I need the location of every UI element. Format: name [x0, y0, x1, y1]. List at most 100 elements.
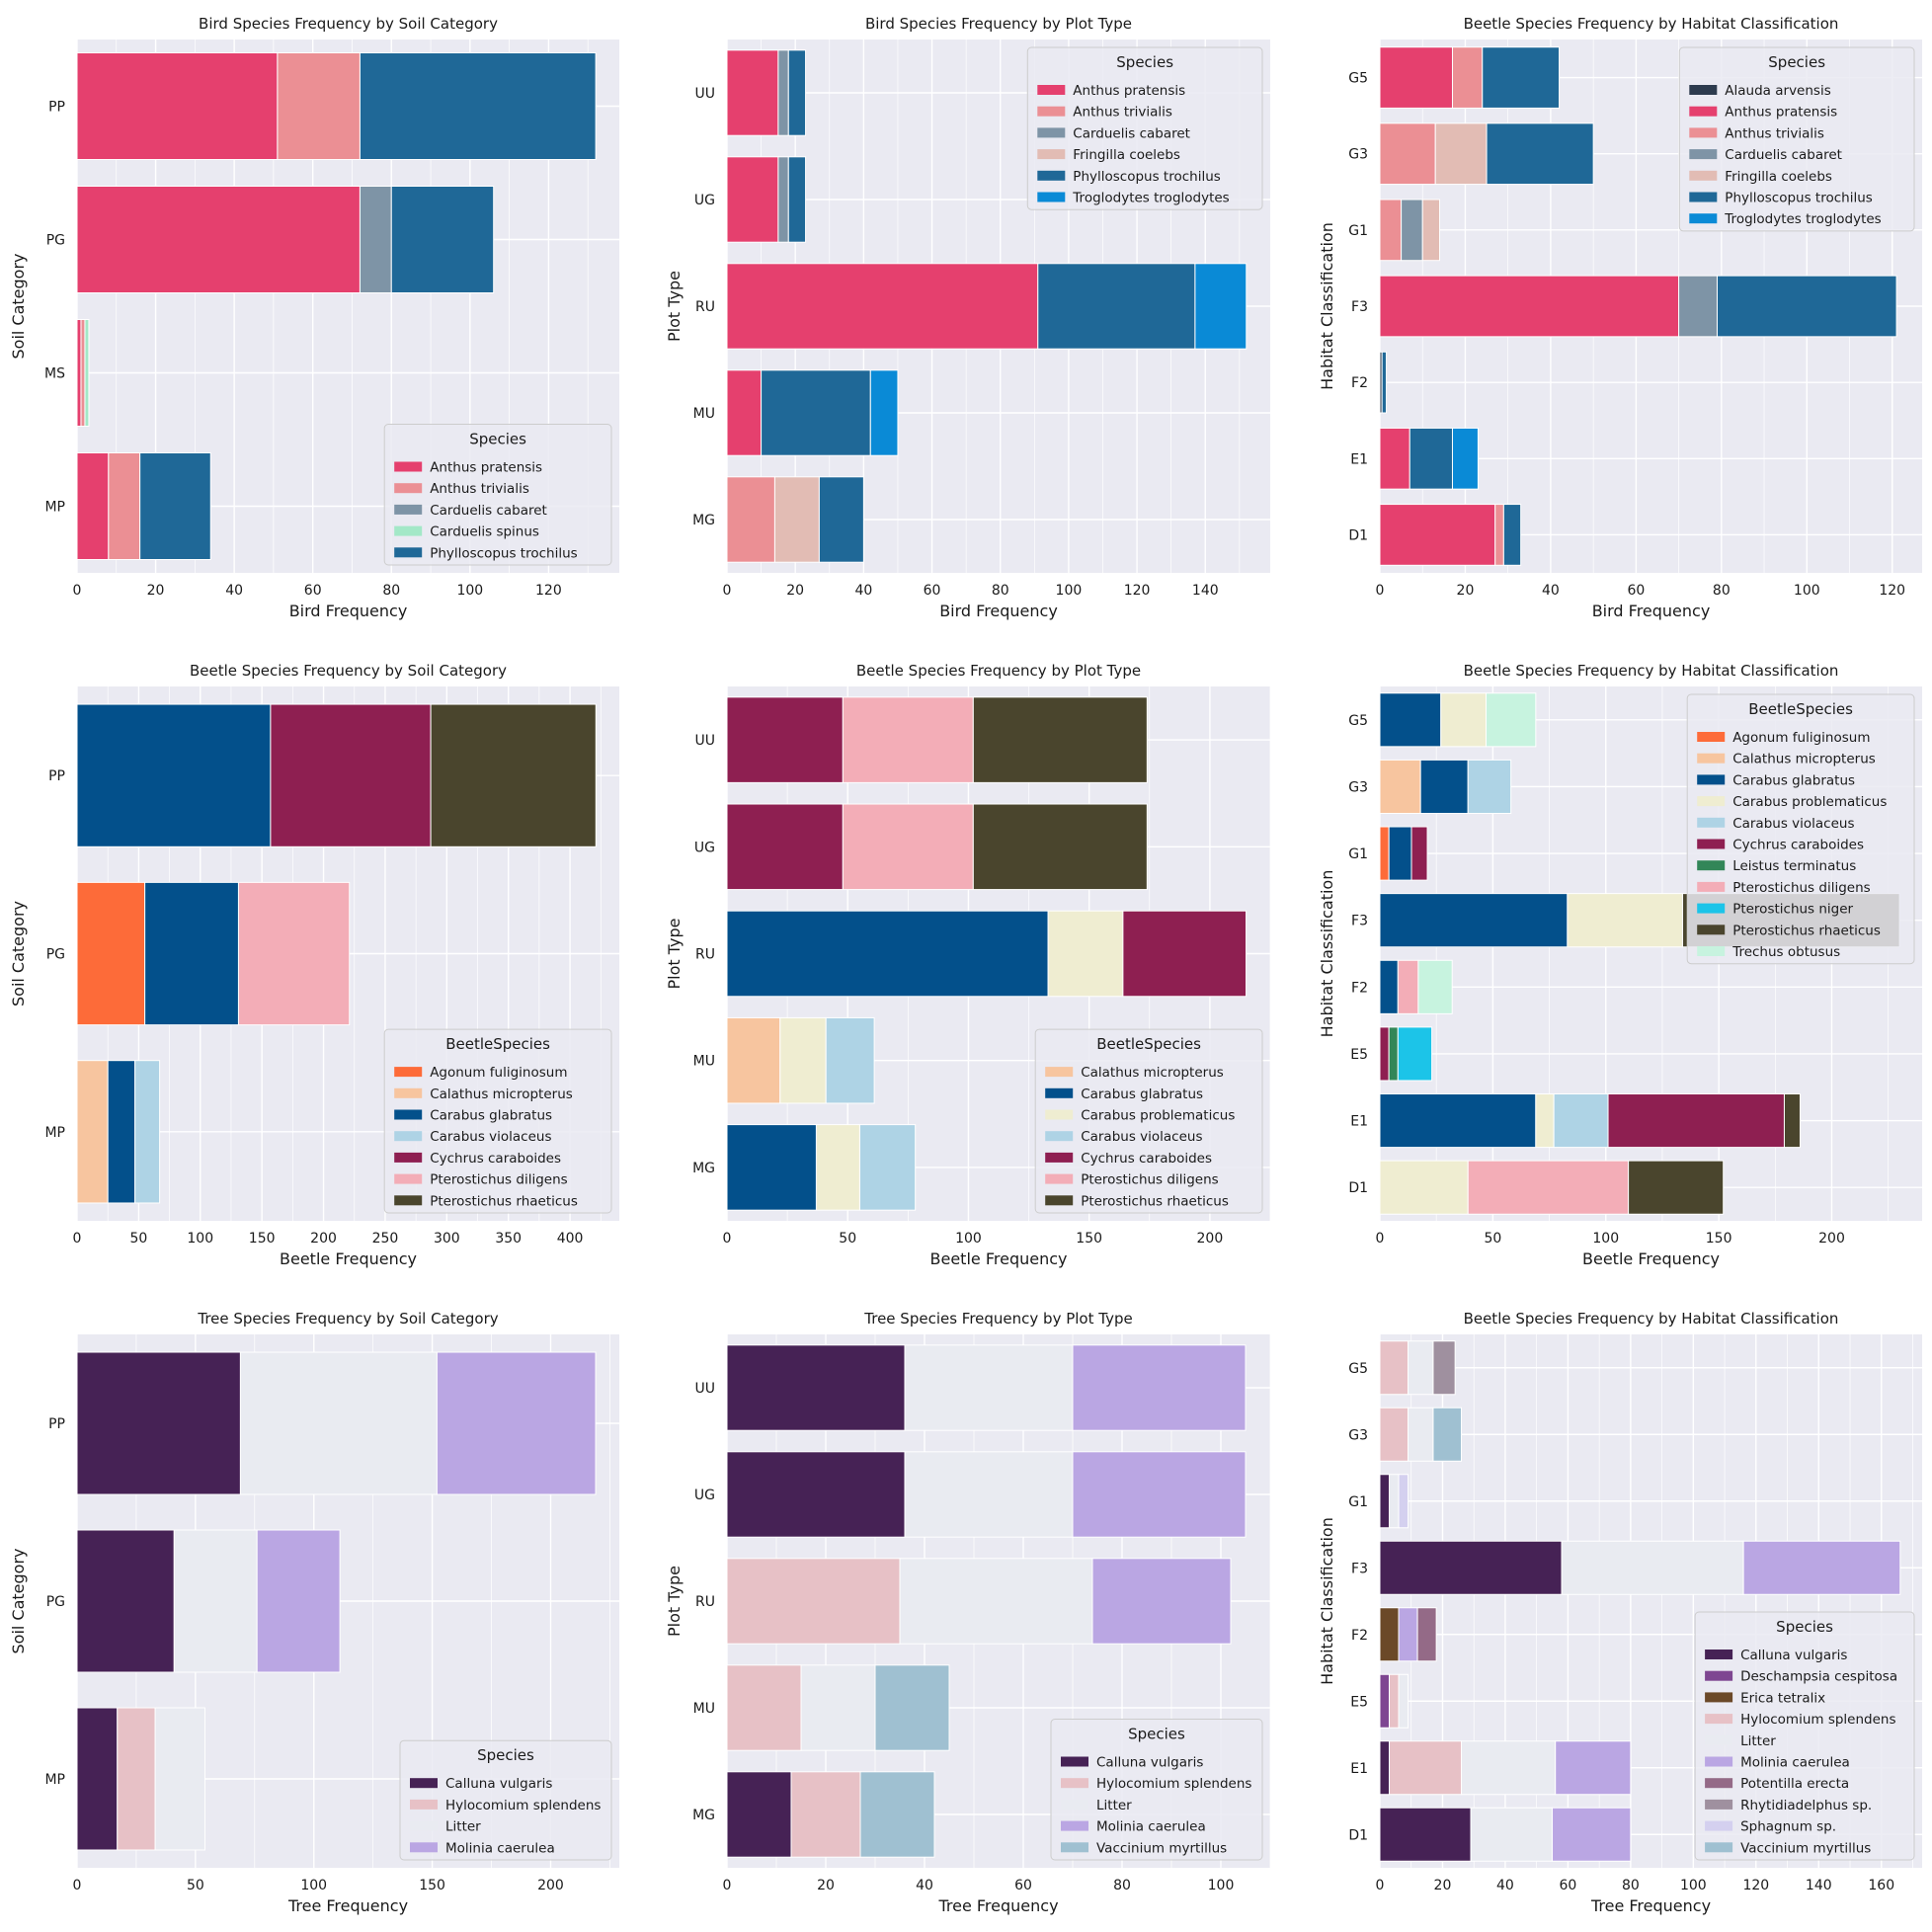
legend-box — [399, 1739, 612, 1861]
legend-box — [383, 424, 612, 566]
bar-carduelis-cabaret-ug — [777, 156, 789, 243]
bar-anthus-pratensis-pg — [76, 186, 361, 293]
bar-calluna-vulgaris-g1 — [1379, 1474, 1391, 1529]
bar-anthus-trivialis-ms — [80, 319, 86, 427]
legend-entry: Pterostichus diligens — [1081, 1172, 1218, 1188]
legend-swatch — [1697, 881, 1726, 892]
bar-anthus-trivialis-pp — [277, 52, 361, 160]
y-tick-label: MG — [692, 1808, 715, 1823]
legend-swatch — [410, 1842, 438, 1853]
y-tick-label: MP — [44, 500, 65, 516]
legend: Species Alauda arvensis Anthus pratensis An… — [1678, 46, 1915, 232]
bar-pterostichus-niger-e5 — [1397, 1026, 1433, 1082]
legend-entry: Troglodytes troglodytes — [1072, 191, 1229, 206]
legend-swatch — [1697, 732, 1726, 742]
legend-swatch — [1689, 149, 1718, 160]
y-tick-label: F2 — [1351, 980, 1368, 996]
bar-carabus-glabratus-g5 — [1379, 692, 1442, 748]
legend-entry: Calathus micropterus — [430, 1087, 573, 1102]
bar-hylocomium-splendens-mp — [117, 1707, 156, 1851]
legend-entry: Hylocomium splendens — [445, 1798, 601, 1813]
x-tick-label: 50 — [839, 1231, 856, 1247]
bar-fringilla-coelebs-mg — [773, 476, 820, 563]
legend-swatch — [1697, 925, 1726, 935]
legend-box — [1686, 693, 1915, 965]
y-tick-label: F2 — [1351, 375, 1368, 391]
bar-litter-pp — [239, 1351, 438, 1495]
legend-entry: Molinia caerulea — [445, 1840, 555, 1856]
bar-phylloscopus-trochilus-f2 — [1381, 351, 1387, 414]
x-tick-label: 150 — [1076, 1231, 1102, 1247]
x-tick-label: 100 — [955, 1231, 982, 1247]
x-tick-label: 140 — [1192, 583, 1219, 599]
legend-entry: Leistus terminatus — [1732, 858, 1856, 874]
legend: Species Anthus pratensis Anthus trivialis C… — [1026, 46, 1263, 210]
legend-title: Species — [1768, 53, 1825, 71]
bar-pterostichus-rhaeticus-uu — [972, 696, 1148, 783]
bar-anthus-pratensis-g5 — [1379, 46, 1453, 109]
legend-entry: Fringilla coelebs — [1073, 147, 1180, 163]
legend-swatch — [1045, 1173, 1074, 1184]
bar-litter-g3 — [1408, 1407, 1434, 1462]
y-axis-label: Plot Type — [665, 919, 684, 990]
bar-cychrus-caraboides-uu — [726, 696, 844, 783]
bar-litter-g1 — [1389, 1474, 1400, 1529]
legend-swatch — [394, 504, 423, 515]
bar-phylloscopus-trochilus-uu — [787, 49, 807, 136]
legend-swatch — [394, 1109, 423, 1120]
bar-anthus-trivialis-g3 — [1379, 122, 1436, 186]
y-tick-label: PG — [46, 947, 65, 963]
x-tick-label: 0 — [73, 1878, 82, 1893]
y-tick-label: G1 — [1348, 223, 1368, 239]
x-tick-label: 100 — [1208, 1878, 1235, 1893]
y-tick-label: MS — [44, 366, 65, 382]
legend-entry: Carabus glabratus — [430, 1108, 552, 1124]
bar-potentilla-erecta-f2 — [1416, 1607, 1437, 1662]
bar-phylloscopus-trochilus-d1 — [1502, 504, 1522, 566]
bar-hylocomium-splendens-mg — [790, 1771, 861, 1858]
legend-entry: Cychrus caraboides — [1081, 1151, 1212, 1167]
bar-phylloscopus-trochilus-g5 — [1482, 46, 1561, 109]
bar-phylloscopus-trochilus-ru — [1037, 263, 1196, 350]
chart-title: Beetle Species Frequency by Plot Type — [856, 662, 1141, 680]
legend-entry: Litter — [445, 1819, 481, 1835]
legend-swatch — [1697, 946, 1726, 956]
y-tick-label: G3 — [1348, 147, 1368, 163]
legend-swatch — [1705, 1756, 1733, 1767]
bar-carduelis-cabaret-g1 — [1401, 199, 1423, 262]
bar-anthus-pratensis-d1 — [1379, 504, 1496, 566]
legend-swatch — [1705, 1842, 1733, 1853]
bar-calathus-micropterus-mu — [726, 1016, 781, 1104]
x-tick-label: 80 — [992, 583, 1009, 599]
legend-swatch — [1037, 149, 1066, 160]
x-tick-label: 80 — [1713, 583, 1731, 599]
x-tick-label: 100 — [1592, 1231, 1619, 1247]
x-tick-label: 60 — [304, 583, 322, 599]
legend-entry: Vaccinium myrtillus — [1096, 1840, 1227, 1856]
bar-troglodytes-troglodytes-e1 — [1451, 427, 1479, 490]
legend-entry: Carabus problematicus — [1732, 794, 1887, 810]
x-tick-label: 40 — [1496, 1878, 1514, 1893]
y-axis-label: Habitat Classification — [1318, 1517, 1336, 1685]
legend-entry: Pterostichus niger — [1732, 902, 1853, 918]
chart-panel: D1 E1 E5 F2 F3 G1 G3 G5 0 50 100 150 200 Beetle Speci… — [1318, 662, 1922, 1268]
bar-cychrus-caraboides-e5 — [1379, 1026, 1390, 1082]
x-tick-label: 200 — [1197, 1231, 1224, 1247]
bar-litter-e5 — [1398, 1673, 1409, 1729]
bar-carabus-violaceus-g3 — [1467, 759, 1512, 814]
legend-entry: Carabus glabratus — [1081, 1087, 1203, 1102]
legend-title: BeetleSpecies — [1096, 1035, 1201, 1053]
legend-swatch — [394, 1152, 423, 1163]
bar-carabus-problematicus-d1 — [1379, 1160, 1469, 1215]
legend-entry: Carabus glabratus — [1732, 772, 1855, 788]
x-tick-label: 60 — [1014, 1878, 1032, 1893]
x-tick-label: 80 — [1113, 1878, 1131, 1893]
legend-swatch — [1705, 1670, 1733, 1681]
bar-sphagnum-sp-g1 — [1398, 1474, 1409, 1529]
y-tick-label: RU — [695, 1594, 715, 1610]
bar-carabus-problematicus-mu — [779, 1016, 827, 1104]
y-tick-label: F3 — [1351, 914, 1368, 929]
legend-swatch — [1037, 170, 1066, 181]
x-axis-label: Bird Frequency — [1592, 602, 1711, 620]
